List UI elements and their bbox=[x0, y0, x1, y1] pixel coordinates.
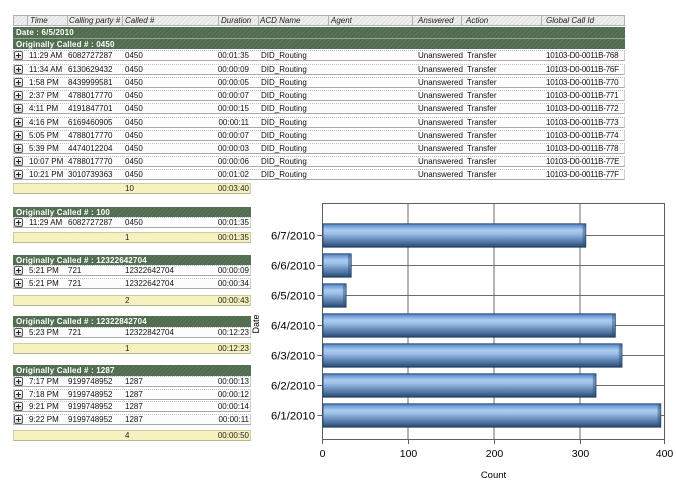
svg-text:200: 200 bbox=[486, 448, 504, 460]
svg-text:0: 0 bbox=[320, 448, 326, 460]
svg-text:300: 300 bbox=[572, 448, 590, 460]
svg-text:Date: Date bbox=[251, 314, 261, 333]
svg-text:100: 100 bbox=[400, 448, 418, 460]
svg-text:6/5/2010: 6/5/2010 bbox=[271, 291, 315, 303]
svg-text:6/6/2010: 6/6/2010 bbox=[271, 261, 315, 273]
svg-text:6/3/2010: 6/3/2010 bbox=[271, 351, 315, 363]
svg-text:6/7/2010: 6/7/2010 bbox=[271, 231, 315, 243]
svg-text:6/4/2010: 6/4/2010 bbox=[271, 321, 315, 333]
svg-text:400: 400 bbox=[656, 448, 674, 460]
svg-text:6/1/2010: 6/1/2010 bbox=[271, 411, 315, 423]
svg-text:Count: Count bbox=[481, 470, 507, 481]
svg-text:6/2/2010: 6/2/2010 bbox=[271, 381, 315, 393]
